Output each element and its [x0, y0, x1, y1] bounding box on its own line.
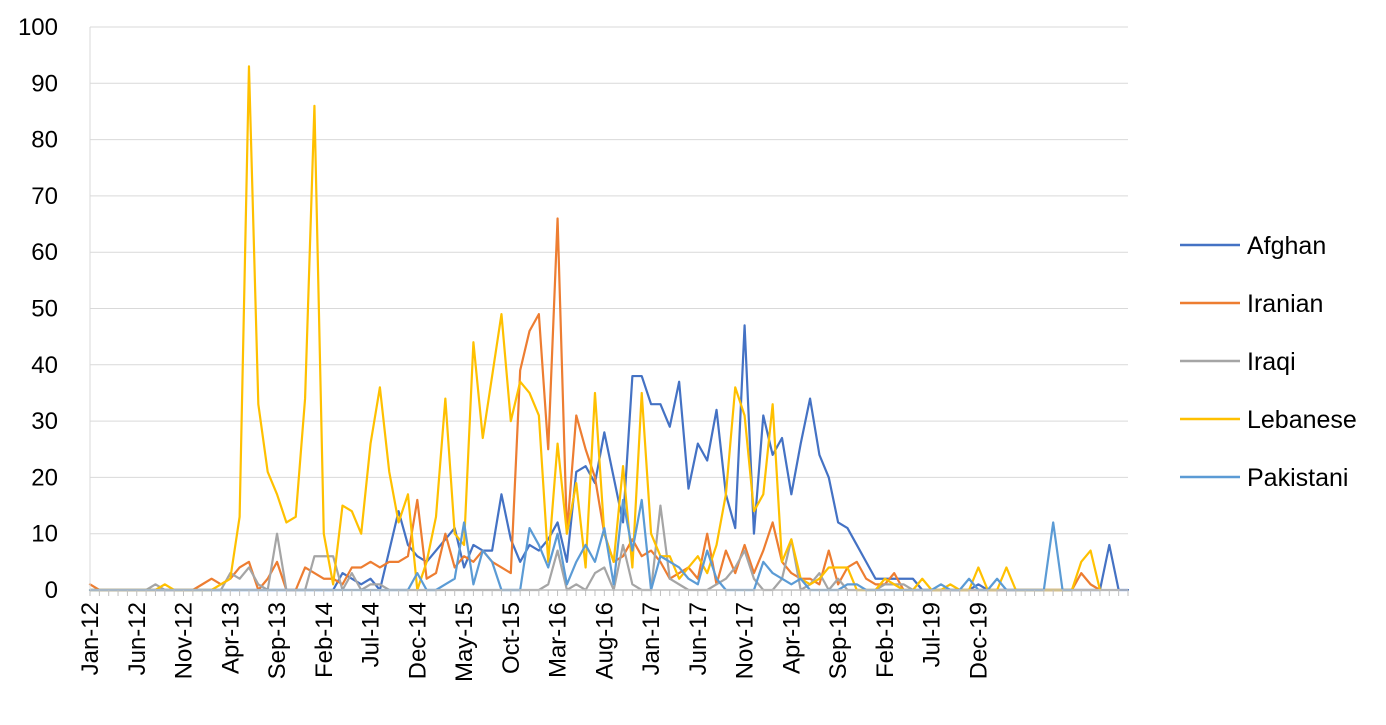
x-tick-label: Oct-15 — [498, 602, 525, 674]
x-tick-label: Jul-14 — [358, 602, 385, 667]
legend-label-pakistani: Pakistani — [1247, 464, 1348, 492]
legend-label-afghan: Afghan — [1247, 232, 1326, 260]
legend-label-iraqi: Iraqi — [1247, 348, 1296, 376]
y-tick-label: 80 — [31, 127, 58, 154]
x-tick-label: Nov-17 — [732, 602, 759, 679]
x-tick-label: Feb-14 — [311, 602, 338, 678]
y-tick-label: 90 — [31, 70, 58, 97]
y-tick-label: 100 — [18, 14, 58, 41]
x-tick-label: Aug-16 — [591, 602, 618, 679]
x-tick-label: Nov-12 — [171, 602, 198, 679]
x-tick-label: Sep-18 — [825, 602, 852, 679]
y-tick-label: 20 — [31, 464, 58, 491]
y-tick-label: 10 — [31, 521, 58, 548]
legend: Afghan Iranian Iraqi Lebanese Pakistani — [1180, 232, 1357, 492]
y-tick-label: 70 — [31, 183, 58, 210]
y-tick-label: 60 — [31, 239, 58, 266]
y-tick-label: 0 — [45, 577, 58, 604]
y-axis-ticks: 0 10 20 30 40 50 60 70 80 90 100 — [18, 14, 58, 604]
y-tick-label: 50 — [31, 296, 58, 323]
x-tick-label: Jan-17 — [638, 602, 665, 675]
x-tick-label: Mar-16 — [545, 602, 572, 678]
x-tick-label: Apr-18 — [778, 602, 805, 674]
x-tick-label: Jun-17 — [685, 602, 712, 675]
x-tick-label: Dec-14 — [404, 602, 431, 679]
legend-label-lebanese: Lebanese — [1247, 406, 1357, 434]
x-tick-label: May-15 — [451, 602, 478, 682]
series-line-lebanese — [88, 65, 1102, 592]
x-tick-label: Sep-13 — [264, 602, 291, 679]
y-tick-label: 30 — [31, 408, 58, 435]
axes — [89, 27, 1128, 591]
legend-label-iranian: Iranian — [1247, 290, 1323, 318]
y-tick-label: 40 — [31, 352, 58, 379]
x-tick-label: Feb-19 — [872, 602, 899, 678]
x-tick-label: Jun-12 — [124, 602, 151, 675]
x-axis-ticks: Jan-12 Jun-12 Nov-12 Apr-13 Sep-13 Feb-14 Jul-… — [77, 590, 1129, 682]
x-tick-label: Jan-12 — [77, 602, 104, 675]
x-tick-label: Jul-19 — [919, 602, 946, 667]
gridlines — [90, 26, 1128, 535]
x-tick-label: Dec-19 — [965, 602, 992, 679]
series-lines — [88, 65, 1130, 592]
x-tick-label: Apr-13 — [217, 602, 244, 674]
